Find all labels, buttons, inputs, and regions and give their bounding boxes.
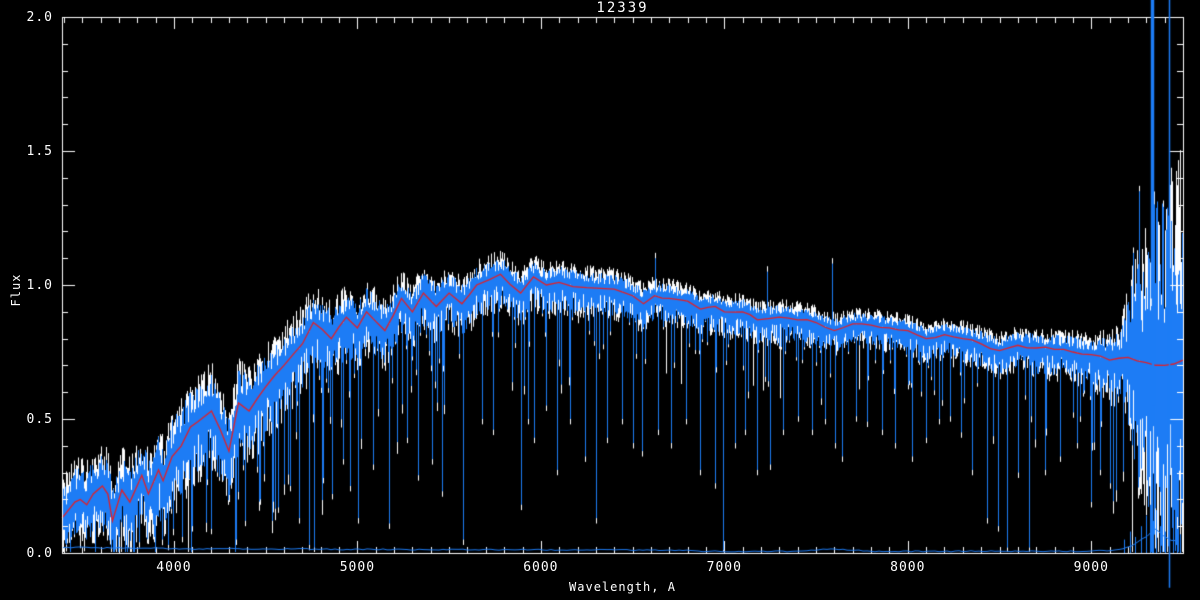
x-tick-label: 9000 [1073,560,1109,575]
y-tick-label: 0.5 [26,412,53,427]
chart-title: 12339 [596,0,649,16]
x-tick-label: 6000 [523,560,559,575]
y-tick-label: 1.5 [26,144,53,159]
y-tick-label: 2.0 [26,10,53,25]
x-axis-title: Wavelength, A [569,580,676,594]
y-tick-label: 1.0 [26,278,53,293]
x-tick-label: 7000 [706,560,742,575]
x-tick-label: 8000 [890,560,926,575]
y-tick-label: 0.0 [26,546,53,561]
x-tick-label: 5000 [339,560,376,575]
x-tick-label: 4000 [156,560,192,575]
